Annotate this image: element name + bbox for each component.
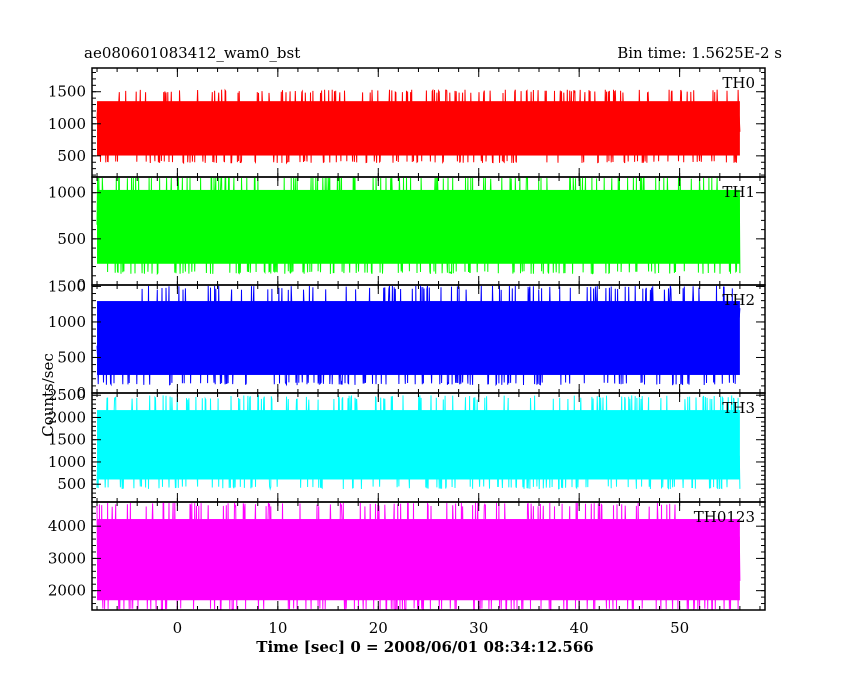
panel-frame <box>91 501 766 611</box>
series-line-th1 <box>96 177 741 276</box>
series-line-th0123 <box>96 501 741 611</box>
y-tick-label: 1000 <box>48 184 86 202</box>
y-tick-label: 500 <box>57 230 86 248</box>
x-axis-label: Time [sec] 0 = 2008/06/01 08:34:12.566 <box>256 638 594 656</box>
x-tick-label: 20 <box>369 619 388 637</box>
y-tick-label: 2000 <box>48 408 86 426</box>
series-label: TH0123 <box>694 508 755 526</box>
series-label: TH2 <box>722 291 755 309</box>
bin-time-label: Bin time: 1.5625E-2 s <box>617 44 782 62</box>
y-tick-label: 4000 <box>48 517 86 535</box>
x-tick-label: 0 <box>173 619 183 637</box>
series-line-th0 <box>96 88 741 165</box>
y-tick-label: 0 <box>76 276 86 294</box>
x-tick-label: 30 <box>469 619 488 637</box>
y-tick-label: 1500 <box>48 431 86 449</box>
y-tick-label: 3000 <box>48 549 86 567</box>
y-tick-label: 1000 <box>48 313 86 331</box>
x-tick-label: 50 <box>670 619 689 637</box>
y-tick-label: 2500 <box>48 386 86 404</box>
y-tick-label: 1500 <box>48 83 86 101</box>
chart-title: ae080601083412_wam0_bst <box>84 44 301 62</box>
y-tick-label: 0 <box>76 384 86 402</box>
panel-th1: 0 500 1000 TH1 <box>48 176 766 294</box>
series-label: TH0 <box>722 74 755 92</box>
y-tick-label: 1000 <box>48 115 86 133</box>
y-tick-label: 2000 <box>48 582 86 600</box>
x-tick-label: 10 <box>268 619 287 637</box>
y-tick-label: 500 <box>57 147 86 165</box>
panel-th3: 500 1000 1500 2000 2500 TH3 <box>48 386 766 503</box>
panel-th2: 0 500 1000 1500 TH2 <box>48 277 766 402</box>
series-line-th2 <box>96 284 741 387</box>
panel-th0123: 2000 3000 4000 TH0123 <box>48 501 766 611</box>
y-tick-label: 500 <box>57 348 86 366</box>
y-tick-label: 500 <box>57 475 86 493</box>
x-tick-label: 40 <box>570 619 589 637</box>
series-label: TH1 <box>722 183 755 201</box>
panel-th0: 500 1000 1500 TH0 <box>48 67 766 178</box>
series-label: TH3 <box>722 399 755 417</box>
series-line-th3 <box>96 394 741 491</box>
y-tick-label: 1500 <box>48 277 86 295</box>
y-tick-label: 1000 <box>48 453 86 471</box>
